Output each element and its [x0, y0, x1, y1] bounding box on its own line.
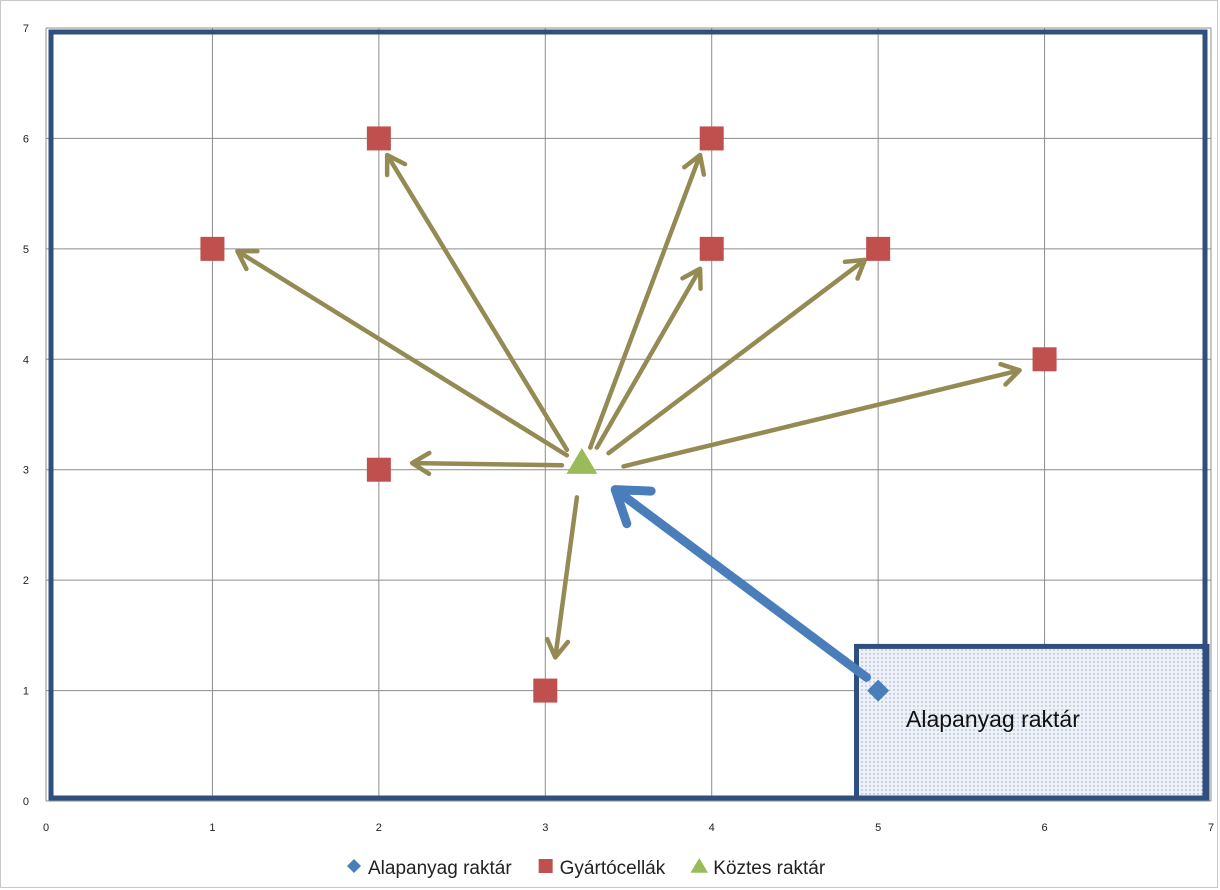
square-marker — [866, 236, 891, 261]
x-tick-label: 4 — [709, 822, 715, 834]
supply-arrow-shaft — [612, 486, 871, 682]
triangle-marker — [566, 447, 598, 474]
distribution-arrow — [594, 266, 703, 450]
distribution-arrow-head — [682, 152, 707, 177]
y-tick-label: 6 — [23, 133, 29, 145]
distribution-arrow — [235, 248, 570, 458]
y-tick-label: 3 — [23, 465, 29, 477]
distribution-arrow-head — [680, 266, 703, 291]
square-marker — [699, 236, 724, 261]
y-tick-label: 0 — [23, 796, 29, 808]
legend-label: Alapanyag raktár — [368, 858, 512, 879]
x-tick-label: 6 — [1042, 822, 1048, 834]
y-tick-label: 5 — [23, 244, 29, 256]
distribution-arrow-head — [384, 152, 408, 178]
y-tick-label: 1 — [23, 686, 29, 698]
x-tick-label: 3 — [542, 822, 548, 834]
legend: Alapanyag raktár Gyártócellák Köztes raktá… — [347, 858, 826, 879]
distribution-arrow-shaft — [606, 258, 866, 456]
x-tick-label: 5 — [875, 822, 881, 834]
distribution-arrow — [544, 495, 580, 660]
distribution-arrow-head — [842, 257, 868, 281]
square-marker — [366, 457, 391, 482]
square-marker — [533, 678, 558, 703]
x-tick-label: 7 — [1208, 822, 1214, 834]
distribution-arrow — [587, 152, 707, 450]
x-tick-label: 0 — [43, 822, 49, 834]
x-tick-label: 2 — [376, 822, 382, 834]
distribution-arrow-head — [998, 361, 1022, 387]
distribution-arrow-shaft — [594, 268, 702, 450]
square-marker — [699, 126, 724, 151]
distribution-arrow-head — [235, 248, 260, 272]
flow-arrows — [235, 152, 1022, 682]
supply-arrow-head — [610, 485, 656, 529]
distribution-arrow-head — [409, 450, 432, 477]
distribution-arrow-head — [544, 636, 571, 660]
legend-item: Köztes raktár — [690, 858, 826, 879]
distribution-arrow-shaft — [587, 154, 702, 450]
legend-diamond-icon — [347, 859, 361, 873]
distribution-arrow-shaft — [236, 249, 570, 458]
distribution-arrow-shaft — [385, 154, 570, 453]
storage-area-label: Alapanyag raktár — [906, 706, 1080, 732]
legend-item: Gyártócellák — [538, 858, 666, 879]
legend-square-icon — [538, 859, 553, 873]
distribution-arrow — [621, 361, 1022, 469]
legend-triangle-icon — [690, 858, 709, 873]
square-marker — [200, 236, 225, 261]
diamond-marker — [867, 679, 890, 702]
distribution-arrow-shaft — [411, 460, 565, 468]
supply-arrow — [610, 485, 871, 682]
x-tick-label: 1 — [209, 822, 215, 834]
distribution-arrow — [606, 257, 868, 456]
square-marker — [1032, 347, 1057, 372]
legend-label: Köztes raktár — [713, 858, 826, 879]
legend-item: Alapanyag raktár — [347, 858, 512, 879]
distribution-arrow-shaft — [621, 368, 1020, 469]
plot-border — [48, 29, 1208, 801]
legend-label: Gyártócellák — [560, 858, 666, 879]
square-marker — [366, 126, 391, 151]
data-markers — [200, 126, 1057, 703]
distribution-arrow — [409, 450, 565, 477]
axis-ticks: 0 1 2 3 4 5 6 7 0 1 2 3 4 5 6 7 — [23, 23, 1214, 834]
y-tick-label: 4 — [23, 354, 29, 366]
distribution-arrow — [384, 152, 570, 453]
y-tick-label: 2 — [23, 575, 29, 587]
grid — [45, 27, 1212, 802]
y-tick-label: 7 — [23, 23, 29, 35]
plot-border-rect — [48, 29, 1208, 801]
distribution-arrow-shaft — [553, 495, 580, 658]
